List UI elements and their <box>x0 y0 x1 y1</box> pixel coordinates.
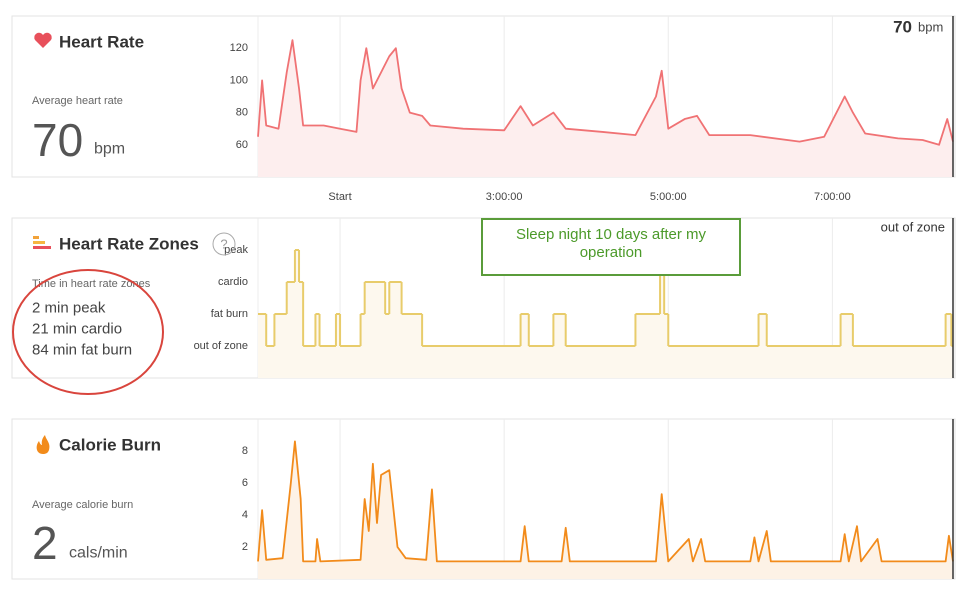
x-tick-label: 3:00:00 <box>486 191 523 203</box>
line <box>257 440 954 563</box>
average-unit: cals/min <box>69 545 128 562</box>
card-title: Heart Rate <box>59 33 144 52</box>
zone-line: 2 min peak <box>32 300 106 317</box>
y-tick-label: 8 <box>242 445 248 457</box>
y-tick-label: 4 <box>242 509 248 521</box>
x-tick-label: 5:00:00 <box>650 191 687 203</box>
caption: Time in heart rate zones <box>32 278 151 290</box>
average-unit: bpm <box>94 141 125 158</box>
highlight-circle <box>12 269 164 395</box>
card-title: Calorie Burn <box>59 436 161 455</box>
readout-value: 70 <box>893 18 912 37</box>
help-icon[interactable] <box>212 232 236 256</box>
y-tick-label: out of zone <box>194 340 248 352</box>
annotation-text: Sleep night 10 days after my operation <box>515 226 707 261</box>
y-tick-label: 60 <box>236 139 248 151</box>
plots: 60 80 100 120 Start 3:00:00 5:00:00 7:00:00 out … <box>194 16 954 579</box>
heart-icon <box>34 32 52 48</box>
y-tick-label: 120 <box>230 42 248 54</box>
y-tick-label: cardio <box>218 276 248 288</box>
average-value: 70 <box>32 114 83 166</box>
caption: Average calorie burn <box>32 499 133 511</box>
annotation: Sleep night 10 days after my operation <box>515 226 707 261</box>
flame-icon <box>36 435 50 454</box>
area <box>258 441 953 579</box>
average-value: 2 <box>32 517 58 569</box>
annotation-box <box>481 218 741 276</box>
calorie-card <box>11 418 956 580</box>
zone-readout: out of zone <box>881 220 945 235</box>
y-tick-label: 2 <box>242 541 248 553</box>
y-tick-label: 100 <box>230 74 248 86</box>
zones-icon <box>33 236 51 249</box>
readout-unit: bpm <box>918 20 943 35</box>
zone-line: 84 min fat burn <box>32 342 132 359</box>
card-title: Heart Rate Zones <box>59 235 199 254</box>
area <box>258 40 953 178</box>
line <box>257 39 954 146</box>
help-mark[interactable]: ? <box>220 237 227 252</box>
y-tick-label: 6 <box>242 477 248 489</box>
x-tick-label: 7:00:00 <box>814 191 851 203</box>
x-tick-label: Start <box>328 191 351 203</box>
y-tick-label: 80 <box>236 107 248 119</box>
y-tick-label: fat burn <box>211 308 248 320</box>
zone-line: 21 min cardio <box>32 321 122 338</box>
caption: Average heart rate <box>32 95 123 107</box>
